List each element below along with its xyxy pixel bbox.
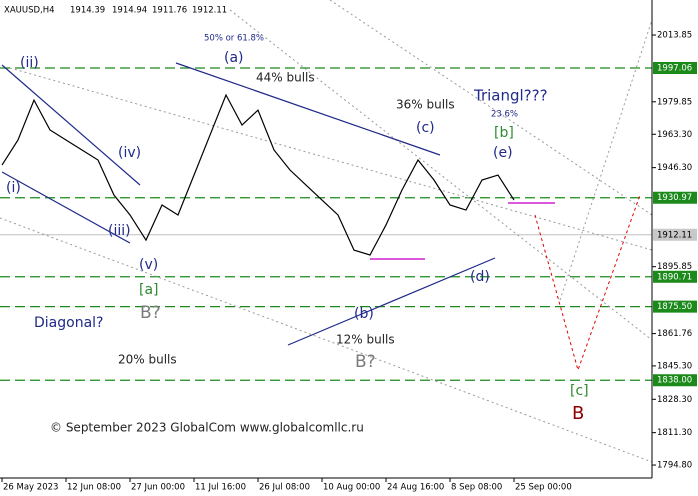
y-tick-label: 1811.30 bbox=[657, 428, 692, 438]
copyright: © September 2023 GlobalCom www.globalcom… bbox=[50, 421, 364, 435]
x-tick-label: 26 May 2023 bbox=[3, 483, 58, 493]
level-label: 1890.71 bbox=[657, 272, 692, 282]
level-box bbox=[653, 270, 697, 283]
annotation: 20% bulls bbox=[118, 353, 177, 367]
trendline bbox=[175, 62, 441, 156]
trendline bbox=[1, 171, 131, 244]
level-box bbox=[653, 300, 697, 313]
annotation: B bbox=[572, 403, 584, 424]
level-label: 1930.97 bbox=[657, 193, 692, 203]
channel-line bbox=[9, 67, 653, 251]
annotation: (iv) bbox=[118, 145, 141, 161]
trendline bbox=[287, 257, 496, 346]
level-box bbox=[653, 374, 697, 387]
ohlc-value: 1911.76 bbox=[152, 6, 187, 16]
y-tick-label: 1979.85 bbox=[657, 97, 692, 107]
annotation: (c) bbox=[416, 120, 435, 136]
annotation: (a) bbox=[224, 50, 244, 66]
level-label: 1838.00 bbox=[657, 376, 692, 386]
level-box bbox=[653, 191, 697, 204]
x-tick-label: 27 Jun 00:00 bbox=[131, 483, 185, 493]
y-tick-label: 1963.30 bbox=[657, 130, 692, 140]
trendline bbox=[1, 64, 141, 186]
annotation: Diagonal? bbox=[34, 315, 103, 331]
annotation: (e) bbox=[493, 145, 513, 161]
channel-line bbox=[0, 217, 653, 463]
channel-line bbox=[559, 19, 653, 301]
annotation: B? bbox=[140, 303, 161, 323]
annotation: (i) bbox=[6, 180, 21, 196]
x-tick-label: 8 Sep 08:00 bbox=[451, 483, 502, 493]
y-tick-label: 2013.85 bbox=[657, 31, 692, 41]
y-tick-label: 1895.85 bbox=[657, 262, 692, 272]
x-tick-label: 26 Jul 08:00 bbox=[259, 483, 310, 493]
annotation: [a] bbox=[139, 282, 159, 298]
ohlc-value: 1912.11 bbox=[192, 6, 227, 16]
price-box bbox=[653, 228, 697, 241]
x-tick-label: 11 Jul 16:00 bbox=[195, 483, 246, 493]
trendlines bbox=[1, 62, 496, 346]
annotation: 44% bulls bbox=[256, 71, 315, 85]
ohlc-value: 1914.39 bbox=[70, 6, 105, 16]
annotation: 12% bulls bbox=[336, 333, 395, 347]
level-label: 1997.06 bbox=[657, 63, 692, 73]
y-tick-label: 1794.80 bbox=[657, 461, 692, 471]
forecast-path bbox=[534, 194, 641, 372]
annotation: Triangl??? bbox=[473, 87, 548, 105]
plot bbox=[1, 93, 515, 256]
levels bbox=[0, 67, 652, 381]
y-tick-label: 1861.76 bbox=[657, 329, 692, 339]
annotation: [b] bbox=[494, 125, 514, 141]
price-line-series bbox=[1, 93, 515, 256]
x-tick-label: 12 Jun 08:00 bbox=[67, 483, 121, 493]
annotation: 23.6% bbox=[491, 110, 518, 120]
x-tick-label: 25 Sep 00:00 bbox=[515, 483, 572, 493]
annotation: (d) bbox=[470, 269, 490, 285]
annotation: B? bbox=[355, 352, 376, 372]
level-label: 1875.50 bbox=[657, 302, 692, 312]
level-box bbox=[653, 61, 697, 74]
y-tick-label: 1946.30 bbox=[657, 163, 692, 173]
y-tick-label: 1828.30 bbox=[657, 395, 692, 405]
x-tick-label: 24 Aug 16:00 bbox=[387, 483, 444, 493]
annotation: (b) bbox=[354, 306, 374, 322]
annotation: 36% bulls bbox=[396, 98, 455, 112]
annotation: [c] bbox=[570, 383, 589, 399]
symbol: XAUUSD,H4 bbox=[4, 6, 55, 16]
channels bbox=[0, 0, 653, 463]
channel-line bbox=[229, 9, 653, 341]
annotation: (ii) bbox=[20, 55, 39, 71]
x-tick-label: 10 Aug 00:00 bbox=[323, 483, 380, 493]
annotation: 50% or 61.8% bbox=[204, 34, 264, 44]
price-label: 1912.11 bbox=[657, 230, 692, 240]
y-tick-label: 1845.30 bbox=[657, 361, 692, 371]
ohlc-value: 1914.94 bbox=[112, 6, 147, 16]
annotation: (iii) bbox=[108, 223, 131, 239]
annotation: (v) bbox=[139, 257, 158, 273]
